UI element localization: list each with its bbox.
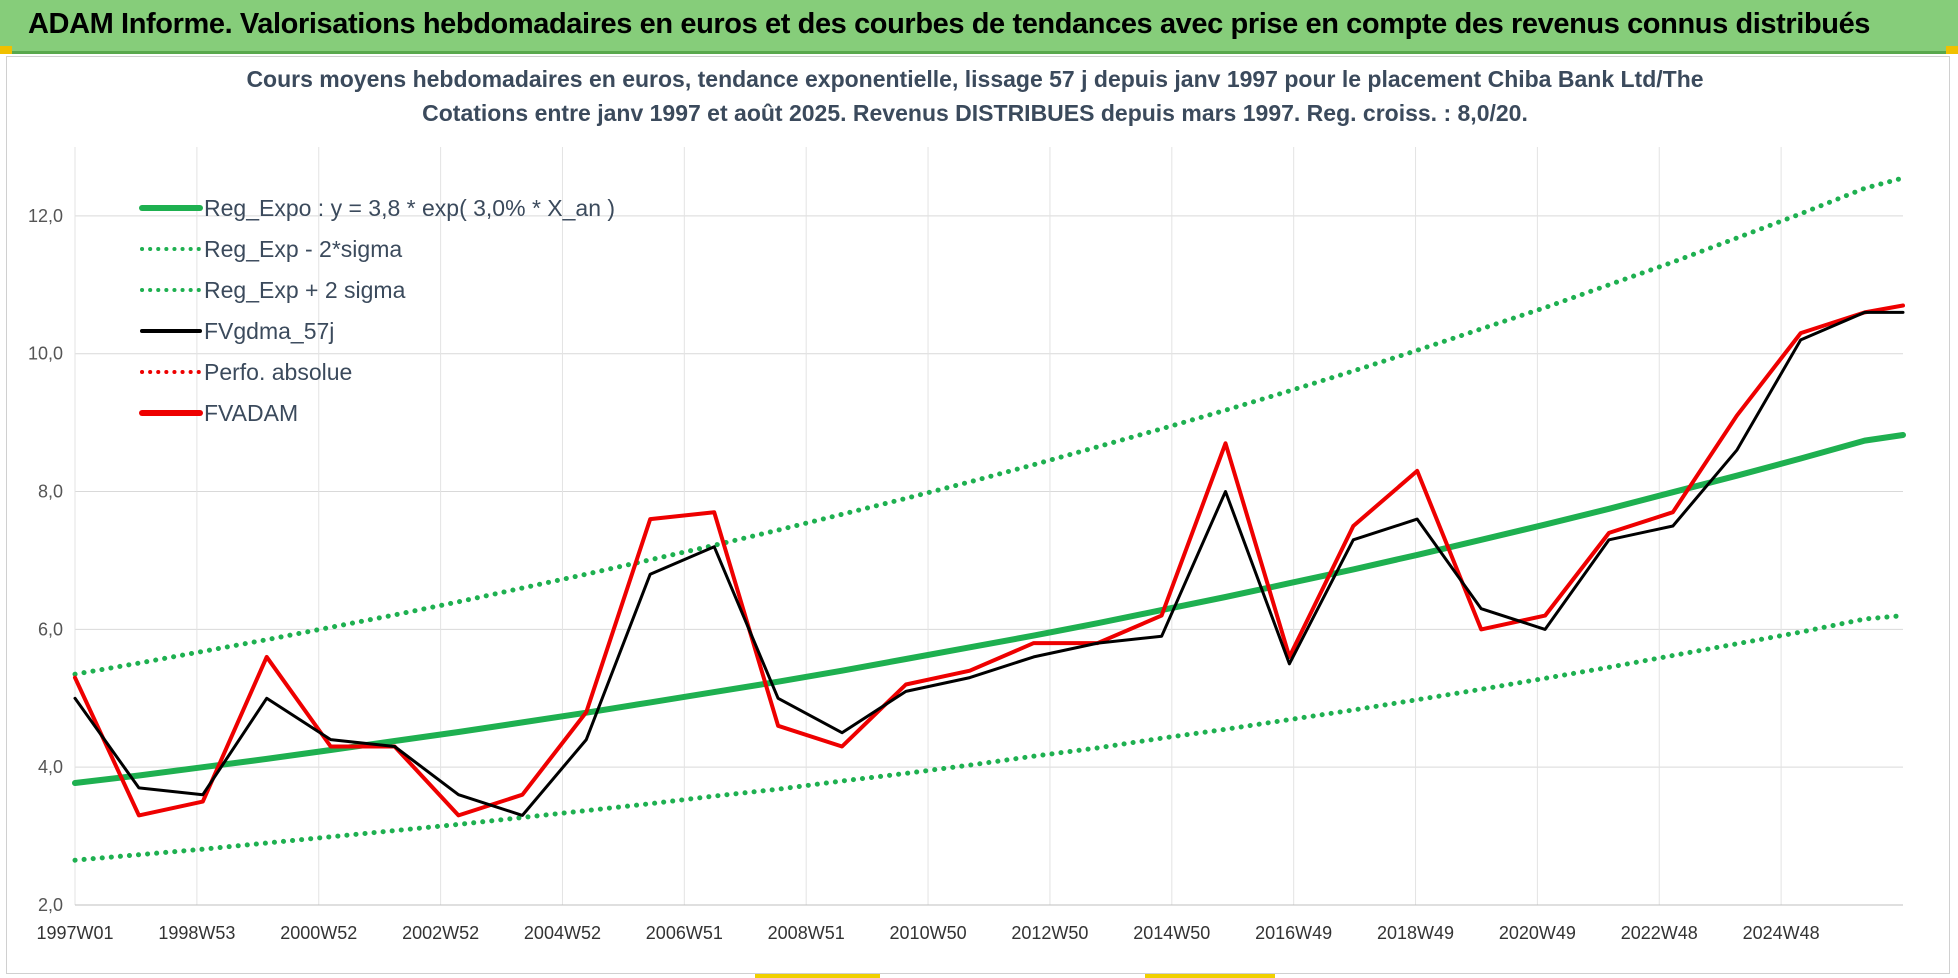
- x-tick-label: 2008W51: [768, 923, 845, 943]
- corner-mark-right: [1946, 46, 1958, 54]
- legend-label: Reg_Exp + 2 sigma: [204, 277, 406, 303]
- y-tick-label: 4,0: [38, 757, 63, 777]
- banner-title: ADAM Informe. Valorisations hebdomadaire…: [28, 8, 1871, 40]
- legend-label: FVADAM: [204, 400, 298, 426]
- legend-label: Reg_Exp - 2*sigma: [204, 236, 402, 262]
- chart-title: Cours moyens hebdomadaires en euros, ten…: [246, 66, 1703, 92]
- grid: [74, 147, 1903, 906]
- chart-frame: Cours moyens hebdomadaires en euros, ten…: [6, 56, 1950, 974]
- x-tick-label: 2012W50: [1011, 923, 1088, 943]
- x-tick-label: 1998W53: [158, 923, 235, 943]
- x-tick-label: 2010W50: [890, 923, 967, 943]
- line-chart: Cours moyens hebdomadaires en euros, ten…: [28, 66, 1906, 943]
- y-tick-label: 12,0: [28, 206, 63, 226]
- x-tick-label: 1997W01: [36, 923, 113, 943]
- chart-subtitle: Cotations entre janv 1997 et août 2025. …: [422, 100, 1528, 126]
- legend-label: Perfo. absolue: [204, 359, 352, 385]
- legend-label: Reg_Expo : y = 3,8 * exp( 3,0% * X_an ): [204, 195, 615, 221]
- x-tick-label: 2016W49: [1255, 923, 1332, 943]
- y-tick-label: 6,0: [38, 619, 63, 639]
- x-tick-label: 2002W52: [402, 923, 479, 943]
- x-tick-label: 2004W52: [524, 923, 601, 943]
- x-tick-label: 2022W48: [1621, 923, 1698, 943]
- bottom-mark-1: [755, 974, 880, 978]
- legend: Reg_Expo : y = 3,8 * exp( 3,0% * X_an ) R…: [139, 195, 615, 426]
- x-tick-label: 2000W52: [280, 923, 357, 943]
- x-tick-label: 2014W50: [1133, 923, 1210, 943]
- series-line-2: [72, 175, 1906, 677]
- series-line-3: [73, 310, 1905, 817]
- x-tick-label: 2020W49: [1499, 923, 1576, 943]
- y-tick-label: 8,0: [38, 482, 63, 502]
- bottom-mark-2: [1145, 974, 1275, 978]
- series-line-0: [72, 432, 1906, 786]
- x-tick-label: 2024W48: [1743, 923, 1820, 943]
- y-axis: 2,0 4,0 6,0 8,0 10,0 12,0: [28, 206, 63, 915]
- x-tick-label: 2006W51: [646, 923, 723, 943]
- x-tick-label: 2018W49: [1377, 923, 1454, 943]
- y-tick-label: 2,0: [38, 895, 63, 915]
- series-layer: [72, 175, 1906, 863]
- banner: ADAM Informe. Valorisations hebdomadaire…: [0, 0, 1958, 54]
- legend-label: FVgdma_57j: [204, 318, 334, 344]
- corner-mark-left: [0, 46, 12, 54]
- x-axis: 1997W01 1998W53 2000W52 2002W52 2004W52 2006W…: [36, 904, 1903, 943]
- series-line-1: [72, 613, 1906, 863]
- y-tick-label: 10,0: [28, 344, 63, 364]
